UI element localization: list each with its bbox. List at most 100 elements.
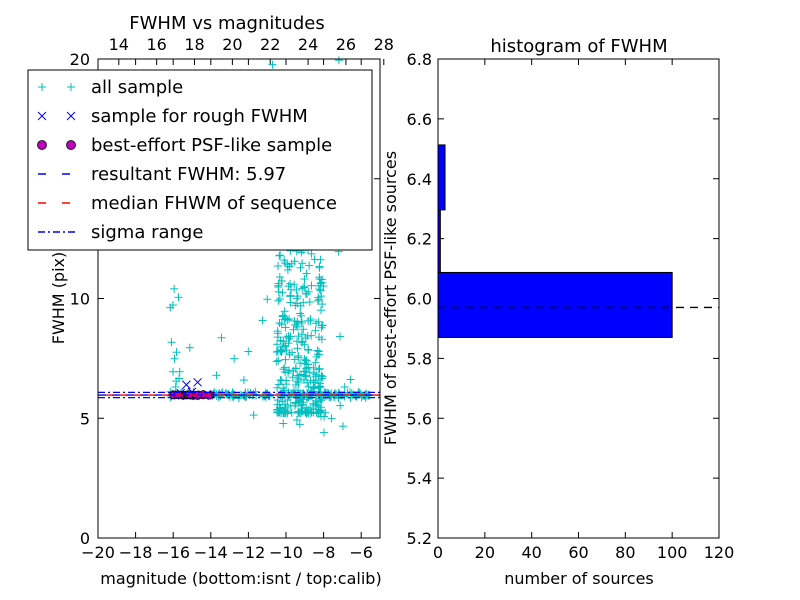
all-sample-point	[327, 414, 336, 423]
all-sample-point	[297, 317, 306, 326]
scatter-top-tick-label: 18	[184, 35, 204, 54]
all-sample-point	[294, 378, 303, 387]
histogram-y-tick-label: 6.4	[407, 170, 432, 189]
legend-entry: sample for rough FWHM	[37, 106, 308, 127]
scatter-title: FWHM vs magnitudes	[129, 13, 324, 34]
all-sample-point	[293, 344, 302, 353]
all-sample-point	[214, 392, 223, 401]
all-sample-point	[305, 368, 314, 377]
cross-b	[193, 377, 202, 387]
all-sample-point	[361, 389, 370, 398]
all-sample-point	[168, 300, 177, 309]
legend-label: best-effort PSF-like sample	[91, 135, 332, 156]
histogram-x-tick-label: 20	[475, 543, 495, 562]
all-sample-point	[309, 363, 318, 372]
legend-entry: sigma range	[38, 222, 203, 243]
all-sample-point	[300, 275, 309, 284]
all-sample-point	[283, 265, 292, 274]
legend-circle-icon	[37, 140, 47, 150]
histogram-frame	[437, 58, 720, 539]
all-sample-point	[311, 358, 320, 367]
scatter-reference-lines	[98, 391, 380, 399]
all-sample-point	[273, 261, 282, 270]
all-sample-point	[303, 378, 312, 387]
legend-cross-icon	[37, 111, 47, 121]
rough-fwhm-point	[193, 377, 202, 387]
all-sample-point	[297, 407, 306, 416]
all-sample-point	[298, 284, 307, 293]
all-sample-point	[306, 316, 315, 325]
all-sample-point	[276, 405, 285, 414]
all-sample-point	[304, 346, 313, 355]
all-sample-point	[174, 293, 183, 302]
histogram-x-tick-label: 0	[433, 543, 443, 562]
all-sample-point	[277, 389, 286, 398]
scatter-top-tick-label: 14	[109, 35, 129, 54]
scatter-frame	[97, 58, 381, 539]
all-sample-point	[279, 384, 288, 393]
all-sample-point	[316, 407, 325, 416]
all-sample-point	[307, 249, 316, 258]
scatter-x-tick-label: −6	[349, 543, 373, 562]
scatter-x-tick-label: −20	[81, 543, 115, 562]
legend-circle-icon	[66, 140, 76, 150]
all-sample-point	[293, 317, 302, 326]
all-sample-point	[277, 376, 286, 385]
all-sample-point	[302, 364, 311, 373]
all-sample-point	[299, 325, 308, 334]
all-sample-point	[302, 372, 311, 381]
all-sample-point	[318, 372, 327, 381]
all-sample-point	[336, 332, 345, 341]
all-sample-point	[291, 398, 300, 407]
all-sample-point	[312, 408, 321, 417]
all-sample-point	[281, 409, 290, 418]
all-sample-point	[291, 364, 300, 373]
histogram-bars	[437, 144, 673, 338]
all-sample-point	[274, 356, 283, 365]
all-sample-point	[334, 56, 343, 65]
all-sample-point	[314, 383, 323, 392]
all-sample-point	[285, 366, 294, 375]
all-sample-point	[273, 347, 282, 356]
all-sample-point	[258, 316, 267, 325]
all-sample-point	[172, 348, 181, 357]
all-sample-point	[239, 376, 248, 385]
all-sample-point	[286, 332, 295, 341]
all-sample-point	[281, 341, 290, 350]
all-sample-point	[276, 375, 285, 384]
all-sample-point	[316, 286, 325, 295]
all-sample-point	[315, 262, 324, 271]
all-sample-point	[324, 390, 333, 399]
all-sample-point	[296, 359, 305, 368]
all-sample-point	[280, 256, 289, 265]
histogram-y-tick-label: 6.6	[407, 110, 432, 129]
cross-b	[182, 380, 191, 390]
all-sample-point	[274, 408, 283, 417]
all-sample-point	[286, 279, 295, 288]
legend-label: sample for rough FWHM	[91, 106, 308, 127]
legend-label: all sample	[91, 77, 183, 98]
scatter-y-tick-label: 10	[70, 290, 90, 309]
scatter-y-tick-label: 5	[80, 409, 90, 428]
scatter-legend: all sample sample for rough FWHM best-effo…	[27, 69, 373, 251]
all-sample-point	[301, 289, 310, 298]
all-sample-point	[249, 411, 258, 420]
all-sample-point	[319, 428, 328, 437]
all-sample-point	[239, 392, 248, 401]
histogram-y-tick-label: 5.8	[407, 349, 432, 368]
histogram-x-tick-label: 60	[568, 543, 588, 562]
all-sample-point	[273, 327, 282, 336]
all-sample-point	[288, 373, 297, 382]
legend-entry: best-effort PSF-like sample	[37, 135, 332, 156]
all-sample-point	[212, 371, 221, 380]
all-sample-point	[301, 356, 310, 365]
all-sample-point	[317, 323, 326, 332]
all-sample-point	[302, 403, 311, 412]
all-sample-point	[314, 317, 323, 326]
all-sample-point	[273, 396, 282, 405]
histogram-y-tick-label: 5.6	[407, 409, 432, 428]
histogram-y-tick-label: 6.2	[407, 230, 432, 249]
all-sample-point	[321, 408, 330, 417]
all-sample-point	[281, 368, 290, 377]
histogram-y-tick-label: 5.4	[407, 469, 432, 488]
